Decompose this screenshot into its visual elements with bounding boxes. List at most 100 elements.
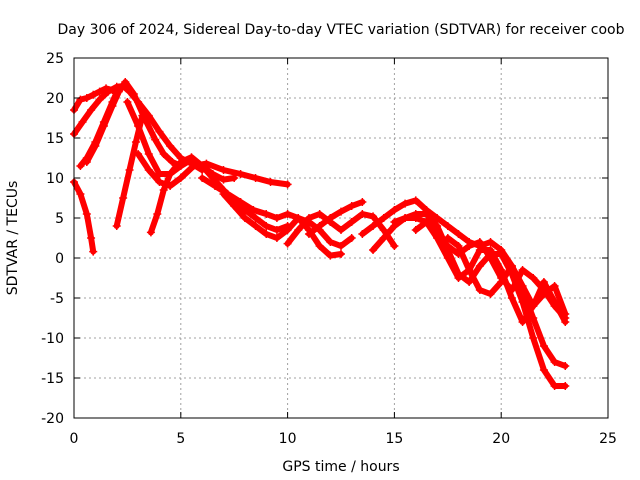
series-arc-14 xyxy=(304,198,367,238)
data-point xyxy=(561,382,570,390)
data-point xyxy=(507,294,516,302)
data-point xyxy=(283,239,292,248)
y-axis: -20 -15 -10 -5 0 5 10 15 20 25 xyxy=(41,51,608,427)
data-point xyxy=(155,178,164,186)
data-point xyxy=(529,302,538,310)
data-point xyxy=(539,342,548,350)
data-point xyxy=(219,166,228,174)
data-point xyxy=(155,170,164,178)
data-point xyxy=(358,230,367,238)
data-point xyxy=(390,218,399,226)
data-point xyxy=(475,286,484,294)
data-point xyxy=(123,98,132,106)
data-point xyxy=(172,162,181,170)
data-point xyxy=(272,214,281,222)
data-point xyxy=(131,138,140,146)
data-point xyxy=(99,122,108,130)
data-point xyxy=(422,210,431,218)
data-point xyxy=(550,382,559,390)
y-tick-label: 0 xyxy=(55,251,64,267)
data-point xyxy=(443,254,452,262)
data-point xyxy=(262,222,271,230)
data-point xyxy=(198,162,207,170)
data-point xyxy=(518,266,527,274)
data-point xyxy=(358,198,367,206)
data-point xyxy=(236,198,245,206)
data-point xyxy=(550,302,559,310)
x-tick-label: 25 xyxy=(599,431,617,447)
data-point xyxy=(87,106,96,114)
data-point xyxy=(251,214,260,222)
data-point xyxy=(294,214,303,222)
data-point xyxy=(529,274,538,282)
data-point xyxy=(326,214,335,222)
data-point xyxy=(283,226,292,234)
data-point xyxy=(249,206,258,214)
data-point xyxy=(76,190,85,198)
data-point xyxy=(539,290,548,298)
data-point xyxy=(189,162,198,170)
data-point xyxy=(198,174,207,182)
data-point xyxy=(176,174,185,182)
data-point xyxy=(529,314,538,322)
data-point xyxy=(187,153,196,162)
data-point xyxy=(89,90,98,99)
data-point xyxy=(507,262,516,270)
data-point xyxy=(337,207,345,216)
y-tick-label: 25 xyxy=(46,51,64,67)
data-point xyxy=(315,210,324,218)
data-point xyxy=(486,290,495,298)
y-tick-label: 10 xyxy=(46,171,64,187)
data-point xyxy=(168,158,177,166)
series-arc-19 xyxy=(443,234,570,318)
data-point xyxy=(347,234,356,242)
data-point xyxy=(129,90,138,98)
data-point xyxy=(294,226,303,234)
data-point xyxy=(443,234,452,242)
data-point xyxy=(112,222,121,230)
chart-title: Day 306 of 2024, Sidereal Day-to-day VTE… xyxy=(58,22,625,38)
data-point xyxy=(125,166,134,174)
data-point xyxy=(166,142,175,150)
data-point xyxy=(119,194,128,202)
data-point xyxy=(272,234,281,242)
data-point xyxy=(230,202,239,210)
data-point xyxy=(240,214,249,222)
data-point xyxy=(146,228,155,237)
data-point xyxy=(539,278,548,286)
series-layer xyxy=(70,78,570,390)
data-point xyxy=(454,274,463,282)
data-point xyxy=(266,178,275,186)
y-tick-label: 15 xyxy=(46,131,64,147)
data-point xyxy=(561,362,570,370)
data-point xyxy=(87,234,96,242)
data-point xyxy=(422,218,431,226)
data-point xyxy=(78,118,87,126)
data-point xyxy=(561,310,570,318)
y-tick-label: -5 xyxy=(50,291,64,307)
data-point xyxy=(390,206,399,214)
x-tick-label: 5 xyxy=(176,431,185,447)
data-point xyxy=(114,87,123,96)
x-axis-label: GPS time / hours xyxy=(282,459,399,475)
series-line xyxy=(83,79,184,169)
data-point xyxy=(208,174,217,182)
data-point xyxy=(465,266,474,274)
data-point xyxy=(138,111,147,120)
data-point xyxy=(411,214,420,222)
data-point xyxy=(411,226,420,234)
data-point xyxy=(283,210,292,218)
data-point xyxy=(76,95,85,104)
data-point xyxy=(155,127,164,136)
data-point xyxy=(326,251,335,260)
data-point xyxy=(95,87,104,96)
y-tick-label: -15 xyxy=(41,371,64,387)
x-tick-label: 15 xyxy=(385,431,403,447)
data-point xyxy=(518,318,527,326)
data-point xyxy=(272,226,281,234)
data-point xyxy=(236,170,245,178)
data-point xyxy=(454,230,463,238)
data-point xyxy=(262,230,271,238)
data-point xyxy=(433,222,442,230)
